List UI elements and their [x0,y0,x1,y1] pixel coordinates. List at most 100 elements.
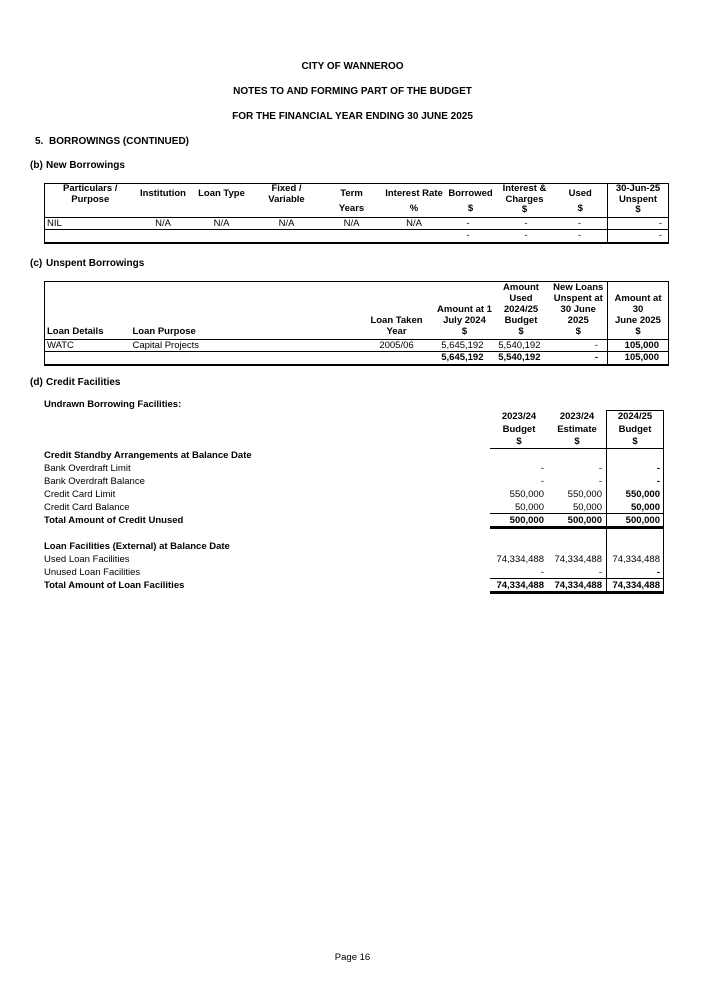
header-label: Term [340,187,363,199]
header-unit: Years [338,203,365,214]
header-cell-particulars: Particulars / Purpose [44,183,136,218]
doc-subtitle-2: FOR THE FINANCIAL YEAR ENDING 30 JUNE 20… [232,111,473,122]
cell: N/A [190,217,253,230]
cell: - [549,339,608,352]
row-value: 500,000 [625,515,660,526]
new-borrowings-table: Particulars / Purpose Institution Loan T… [44,183,669,244]
table-row: WATC Capital Projects 2005/06 5,645,192 … [44,339,669,352]
row-value: - [598,463,602,474]
subsection-b-prefix: (b) [30,160,43,171]
facilities-header-row: 2023/24 Budget $ 2023/24 Estimate $ 2024… [44,410,664,449]
table-row: NIL N/A N/A N/A N/A N/A - - - - [44,217,669,230]
header-cell-loan-type: Loan Type [190,183,253,218]
unspent-borrowings-table: Loan Details Loan Purpose Loan Taken Yea… [44,281,669,366]
row-label: Bank Overdraft Limit [44,463,131,474]
doc-subtitle-1: NOTES TO AND FORMING PART OF THE BUDGET [233,86,472,97]
row-value: 550,000 [509,489,544,500]
header-unit [45,205,136,215]
subsection-d-title: Credit Facilities [46,377,121,388]
cell: - [607,217,669,230]
row-label: Unused Loan Facilities [44,567,141,578]
row-value: 74,334,488 [612,580,660,591]
row-label: Total Amount of Credit Unused [44,515,184,526]
row-value: - [540,463,544,474]
cell: Capital Projects [130,339,357,352]
cell: 105,000 [607,339,669,352]
total-cell: - [524,230,528,242]
row-value: 74,334,488 [496,580,544,591]
header-cell-borrowed: Borrowed $ [445,183,496,218]
header-unit: $ [521,204,528,215]
row-value: 500,000 [567,515,602,526]
header-unit: $ [467,203,474,214]
row-value [548,540,606,553]
header-unit: $ [577,203,583,214]
subsection-c-label: (c) Unspent Borrowings [30,258,144,269]
facilities-row: Unused Loan Facilities - - - [44,566,664,579]
table-total-row: - - - - [45,229,669,243]
cell: - [553,217,608,230]
cell: 5,540,192 [492,339,550,352]
subsection-b-title: New Borrowings [46,160,125,171]
total-cell: 105,000 [607,351,669,365]
row-label: Bank Overdraft Balance [44,476,145,487]
page-number: Page 16 [334,952,371,963]
facilities-row: Credit Card Balance 50,000 50,000 50,000 [44,501,664,514]
page-title: CITY OF WANNEROO [301,61,404,72]
row-value: 74,334,488 [496,554,544,565]
facilities-row: Used Loan Facilities 74,334,488 74,334,488… [44,553,664,566]
header-unit: $ [635,204,641,215]
row-label: Credit Standby Arrangements at Balance D… [44,450,252,461]
section-number: 5. [35,136,44,147]
row-label: Total Amount of Loan Facilities [44,580,185,591]
subsection-c-prefix: (c) [30,258,43,269]
row-value [606,449,664,462]
header-cell-loan-details: Loan Details [44,281,131,340]
facilities-row: Bank Overdraft Limit - - - [44,462,664,475]
facilities-row: Loan Facilities (External) at Balance Da… [44,540,664,553]
credit-facilities-grid: 2023/24 Budget $ 2023/24 Estimate $ 2024… [44,410,664,594]
cell: - [445,217,496,230]
row-value: 50,000 [630,502,660,513]
header-label: Loan Type [198,187,245,199]
header-cell-unspent: 30-Jun-25 Unspent $ [607,183,669,218]
cell: WATC [44,339,131,352]
cell: N/A [135,217,191,230]
row-value [606,527,664,540]
row-value: - [656,476,660,487]
section-title: BORROWINGS (CONTINUED) [49,136,189,147]
header-cell-new-loans-unspent: New Loans Unspent at 30 June 2025 $ [549,281,608,340]
header-cell-amount-used: Amount Used 2024/25 Budget $ [492,281,550,340]
header-unit [191,204,253,215]
table-header-row: Particulars / Purpose Institution Loan T… [44,183,669,218]
header-unit: % [409,203,419,214]
row-label: Used Loan Facilities [44,554,130,565]
row-value: 74,334,488 [554,580,602,591]
row-value [548,449,606,462]
subsection-c-title: Unspent Borrowings [46,258,145,269]
header-cell-amount-at-30-june: Amount at 30 June 2025 $ [607,281,669,340]
row-label: Credit Card Limit [44,489,116,500]
row-value: - [598,476,602,487]
total-cell: 5,540,192 [498,352,541,364]
header-cell-interest-charges: Interest & Charges $ [495,183,554,218]
cell: 2005/06 [356,339,437,352]
row-value: 74,334,488 [612,554,660,565]
header-cell-institution: Institution [135,183,191,218]
total-cell: - [466,230,470,242]
row-value: - [540,567,544,578]
section-heading: 5. BORROWINGS (CONTINUED) [35,136,189,147]
total-cell: 5,645,192 [441,352,484,364]
total-cell: - [577,230,581,242]
header-unit [136,204,191,215]
subsection-d-prefix: (d) [30,377,43,388]
header-cell-term: Term Years [320,183,383,218]
row-value [490,449,548,462]
header-cell-amount-at-1-july: Amount at 1 July 2024 $ [436,281,493,340]
table-total-row: 5,645,192 5,540,192 - 105,000 [45,351,669,365]
facilities-spacer-row [44,527,664,540]
total-cell: - [607,229,669,243]
row-value: - [598,567,602,578]
header-unit [253,205,321,215]
col-header-budget-2425: 2024/25 Budget $ [617,411,653,447]
